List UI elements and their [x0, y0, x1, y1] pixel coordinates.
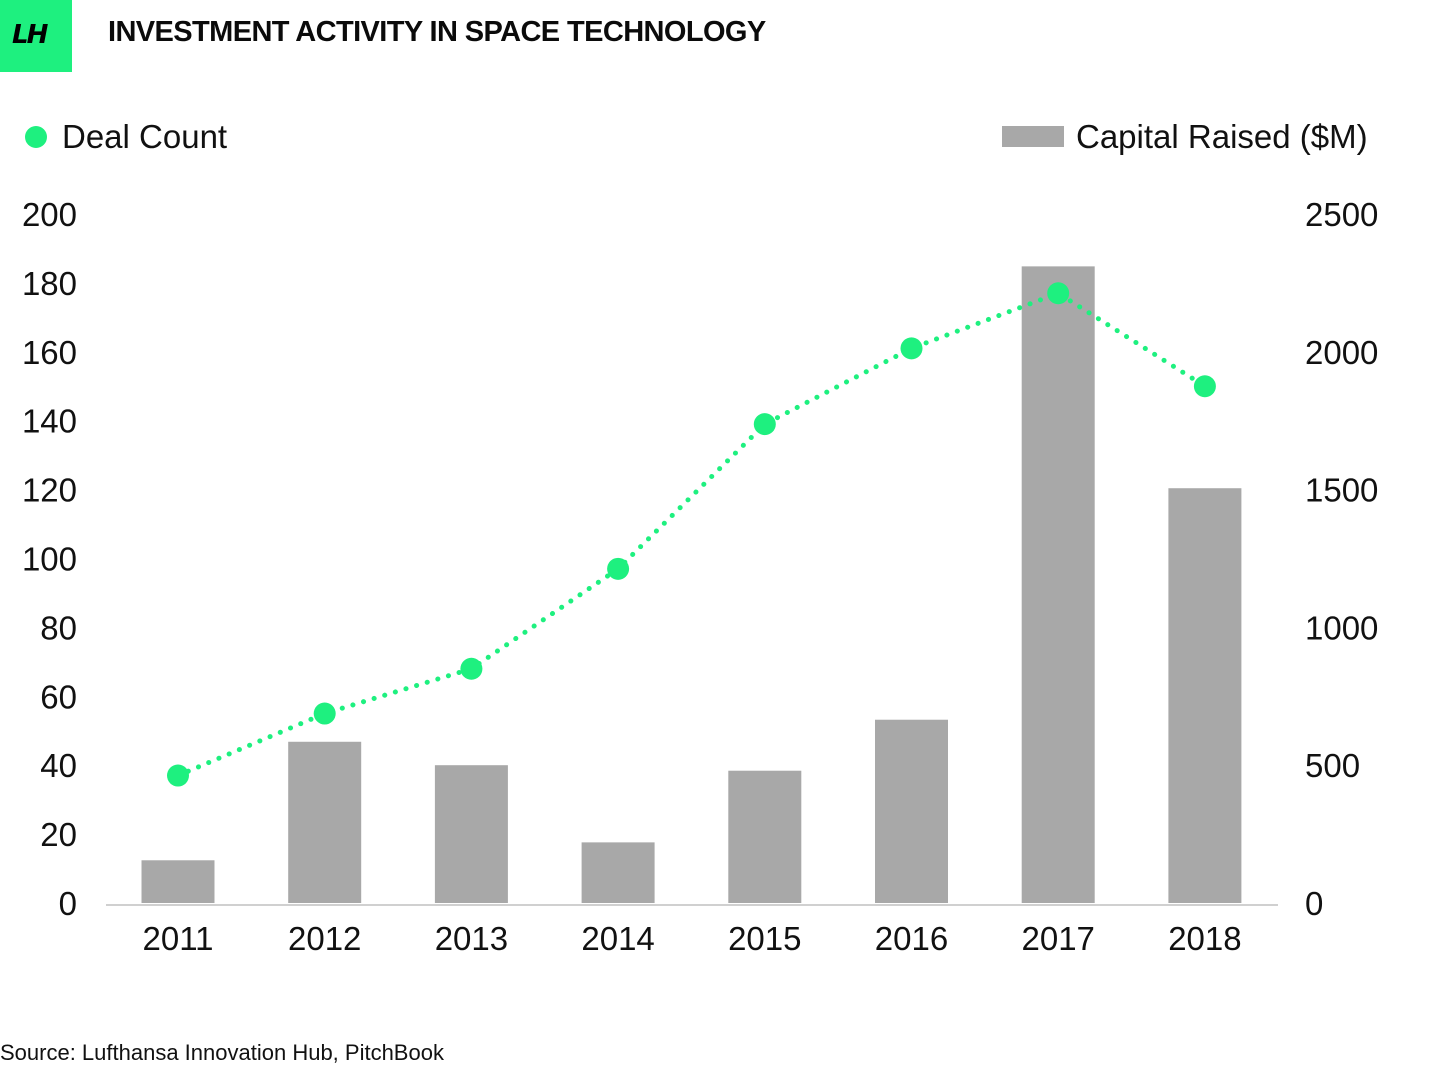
left-tick-label: 100	[22, 541, 77, 578]
capital-raised-bar	[288, 741, 362, 903]
x-tick-label: 2016	[875, 920, 948, 957]
right-tick-label: 1500	[1305, 472, 1378, 509]
left-axis: 0 20 40 60 80 100 120 140 160 180 200	[22, 196, 77, 922]
right-tick-label: 500	[1305, 747, 1360, 784]
left-tick-label: 20	[40, 816, 77, 853]
capital-raised-bar	[141, 860, 215, 903]
deal-count-point	[167, 764, 189, 787]
left-tick-label: 60	[40, 678, 77, 715]
capital-raised-bar	[875, 719, 948, 903]
left-tick-label: 180	[22, 265, 77, 302]
source-note: Source: Lufthansa Innovation Hub, PitchB…	[0, 1040, 444, 1065]
left-tick-label: 0	[59, 885, 77, 922]
chart-title: INVESTMENT ACTIVITY IN SPACE TECHNOLOGY	[108, 16, 766, 48]
left-tick-label: 200	[22, 196, 77, 233]
right-axis: 0 500 1000 1500 2000 2500	[1305, 196, 1378, 922]
right-tick-label: 2000	[1305, 334, 1378, 371]
deal-count-point	[900, 337, 923, 360]
bar-series	[141, 266, 1242, 903]
right-tick-label: 1000	[1305, 609, 1378, 646]
legend: Deal Count Capital Raised ($M)	[25, 118, 1368, 155]
deal-count-point	[1047, 282, 1070, 305]
x-tick-label: 2011	[143, 920, 214, 957]
legend-deal-count-marker	[25, 126, 47, 148]
x-tick-label: 2017	[1021, 920, 1094, 957]
left-tick-label: 80	[40, 609, 77, 646]
capital-raised-bar	[1168, 488, 1242, 903]
deal-count-series	[167, 282, 1216, 787]
x-tick-label: 2013	[435, 920, 508, 957]
deal-count-point	[607, 557, 630, 580]
left-tick-label: 120	[22, 472, 77, 509]
brand-logo-text: LH	[12, 20, 48, 50]
legend-deal-count-label: Deal Count	[62, 118, 227, 155]
capital-raised-bar	[728, 770, 802, 903]
x-tick-label: 2014	[581, 920, 654, 957]
legend-capital-raised-label: Capital Raised ($M)	[1076, 118, 1368, 155]
x-tick-label: 2018	[1168, 920, 1241, 957]
x-tick-label: 2015	[728, 920, 801, 957]
brand-logo: LH	[0, 0, 72, 72]
deal-count-point	[1193, 375, 1216, 398]
deal-count-point	[753, 413, 776, 436]
right-tick-label: 0	[1305, 885, 1323, 922]
x-axis: 2011 2012 2013 2014 2015 2016 2017 2018	[143, 920, 1242, 957]
right-tick-label: 2500	[1305, 196, 1378, 233]
deal-count-point	[313, 702, 336, 725]
capital-raised-bar	[1021, 266, 1095, 903]
capital-raised-bar	[434, 765, 508, 903]
deal-count-point	[460, 657, 483, 680]
left-tick-label: 160	[22, 334, 77, 371]
left-tick-label: 40	[40, 747, 77, 784]
x-tick-label: 2012	[288, 920, 361, 957]
capital-raised-bar	[581, 842, 655, 903]
legend-capital-raised-swatch	[1002, 126, 1064, 147]
left-tick-label: 140	[22, 403, 77, 440]
